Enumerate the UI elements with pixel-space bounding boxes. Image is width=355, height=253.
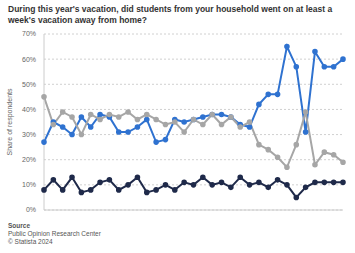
svg-text:0%: 0%: [26, 206, 36, 213]
html-text:During this year's vacation, d: During this year's vacation, did student…: [8, 4, 333, 25]
html-text:© Statista 2024: © Statista 2024: [8, 238, 53, 245]
svg-text:50%: 50%: [22, 81, 36, 88]
html-text:Public Opinion Research Center: Public Opinion Research Center: [8, 230, 101, 237]
svg-text:70%: 70%: [22, 30, 36, 37]
svg-text:60%: 60%: [22, 56, 36, 63]
svg-text:30%: 30%: [22, 131, 36, 138]
html-text:Source: Source: [8, 222, 30, 229]
svg-text:Share of respondents: Share of respondents: [8, 88, 14, 155]
svg-text:10%: 10%: [22, 181, 36, 188]
svg-text:20%: 20%: [22, 156, 36, 163]
svg-text:40%: 40%: [22, 106, 36, 113]
